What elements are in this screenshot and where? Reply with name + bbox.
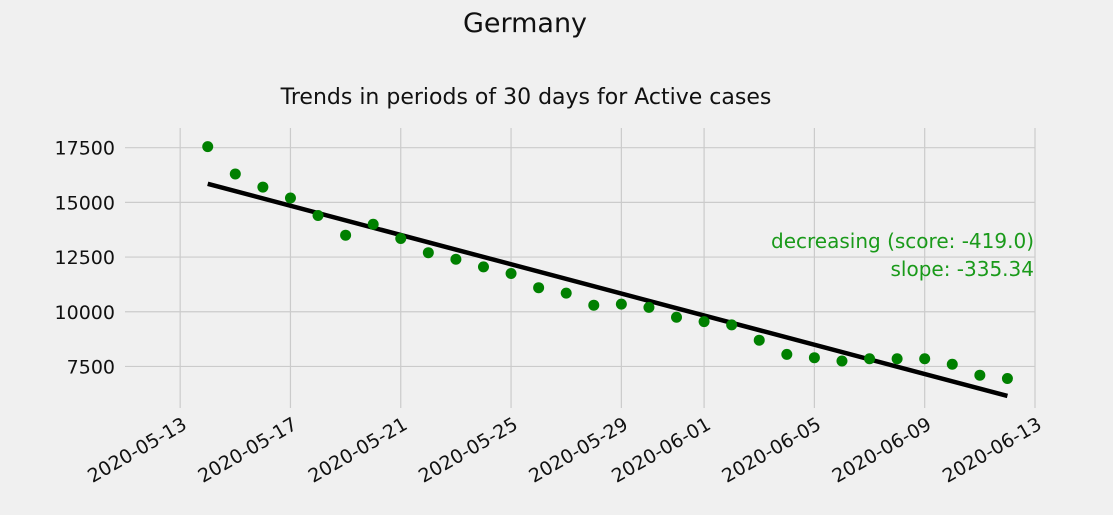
data-point <box>229 168 241 180</box>
slope-annotation-label: slope: -335.34 <box>890 257 1034 281</box>
data-point <box>615 298 627 310</box>
x-tick-label: 2020-05-17 <box>194 413 301 487</box>
y-tick-label: 15000 <box>55 192 115 214</box>
data-point <box>698 316 710 328</box>
trend-line <box>207 181 1009 399</box>
data-point <box>588 299 600 311</box>
data-point <box>477 261 489 273</box>
data-point <box>505 267 517 279</box>
x-tick-label: 2020-05-25 <box>415 413 522 487</box>
trend-line-layer <box>207 181 1009 399</box>
chart-subtitle: Trends in periods of 30 days for Active … <box>280 85 772 110</box>
y-tick-label: 10000 <box>55 302 115 324</box>
data-point <box>836 355 848 367</box>
data-point <box>340 229 352 241</box>
data-point <box>808 352 820 364</box>
x-tick-label: 2020-06-09 <box>829 413 936 487</box>
trend-annotation-label: decreasing (score: -419.0) <box>771 229 1034 253</box>
data-points <box>202 141 1013 384</box>
figure-title: Germany <box>463 8 587 39</box>
x-tick-label: 2020-06-13 <box>939 413 1046 487</box>
y-tick-label: 7500 <box>67 356 115 378</box>
data-point <box>312 210 324 221</box>
data-point <box>257 181 269 193</box>
x-tick-label: 2020-05-13 <box>84 413 191 487</box>
data-point <box>367 218 379 230</box>
data-point <box>726 319 738 331</box>
y-tick-label: 17500 <box>55 138 115 160</box>
data-point <box>395 232 407 244</box>
data-point <box>781 348 793 360</box>
data-point <box>919 353 931 365</box>
data-point <box>202 141 214 153</box>
data-point <box>643 301 655 313</box>
y-tick-label: 12500 <box>55 247 115 269</box>
data-point <box>1001 372 1013 384</box>
data-point <box>422 247 434 259</box>
data-point <box>946 358 958 370</box>
data-point <box>864 353 876 365</box>
grid <box>125 128 1036 408</box>
data-point <box>533 282 545 294</box>
data-point <box>753 334 765 346</box>
data-point <box>891 353 903 365</box>
y-axis-ticks: 7500 10000 12500 15000 17500 <box>55 138 115 379</box>
x-axis-ticks: 2020-05-13 2020-05-17 2020-05-21 2020-05-25… <box>84 413 1045 487</box>
data-point <box>671 311 683 323</box>
x-tick-label: 2020-05-21 <box>305 413 412 487</box>
data-point <box>560 287 572 299</box>
data-point <box>450 253 462 265</box>
x-tick-label: 2020-06-05 <box>718 413 825 487</box>
data-point <box>284 192 296 204</box>
data-point <box>974 369 986 381</box>
